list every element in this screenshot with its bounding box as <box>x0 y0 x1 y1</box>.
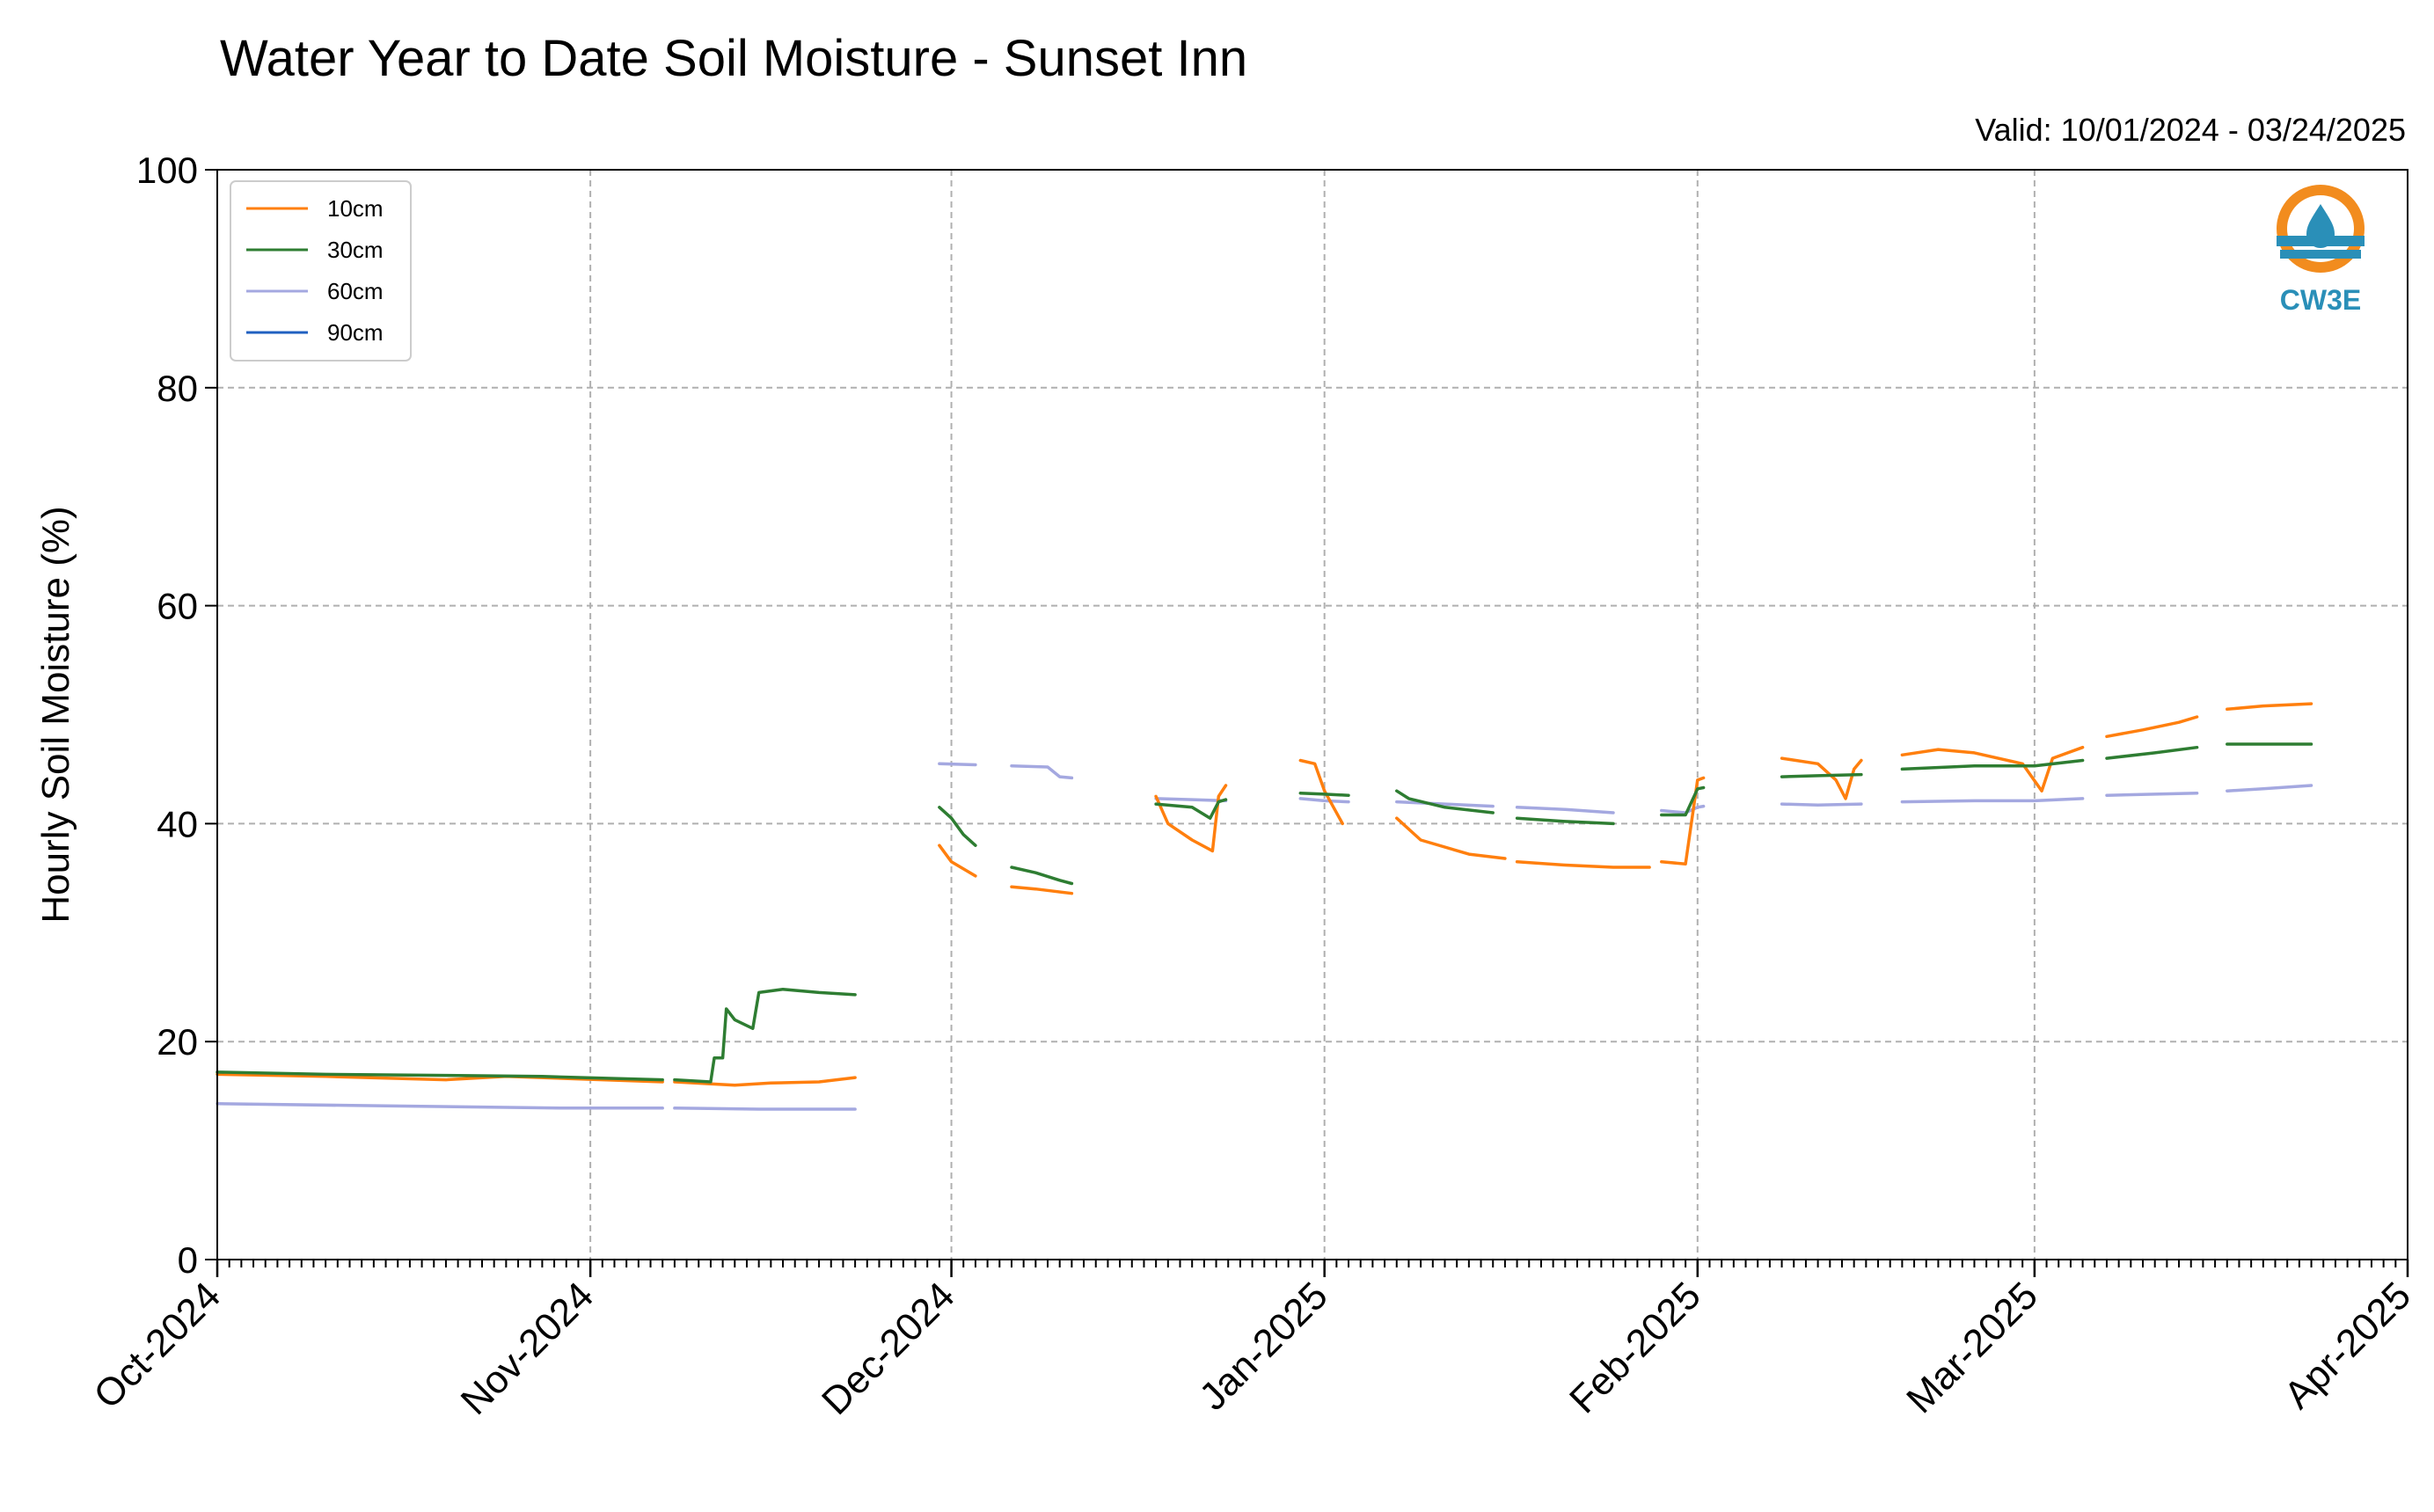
legend-label-30cm: 30cm <box>327 237 384 263</box>
series-10cm-line <box>2226 702 2313 712</box>
y-axis-label: Hourly Soil Moisture (%) <box>34 506 77 923</box>
series-30cm-line <box>938 806 977 847</box>
series-30cm-line <box>1298 791 1350 797</box>
series-10cm-line <box>1900 745 2085 793</box>
series-60cm-line <box>1900 797 2085 804</box>
series-60cm-line <box>1154 797 1228 803</box>
series-10cm-line <box>1515 860 1651 869</box>
series-10cm-line <box>1010 885 1074 895</box>
series-10cm-line <box>1395 816 1507 860</box>
series-30cm-line <box>673 987 857 1084</box>
y-tick-label: 80 <box>157 368 198 409</box>
chart-subtitle: Valid: 10/01/2024 - 03/24/2025 <box>1975 112 2406 148</box>
series-30cm-line <box>1780 772 1863 778</box>
series-30cm-line <box>216 1070 664 1082</box>
x-tick-label: Oct-2024 <box>85 1274 229 1417</box>
series-30cm-line <box>1010 866 1074 886</box>
series-10cm <box>216 702 2313 1087</box>
grid-lines <box>216 169 2408 1260</box>
series-30cm-line <box>2105 745 2199 760</box>
logo-wave-icon <box>2280 250 2361 259</box>
series-60cm <box>216 762 2313 1111</box>
series-30cm-line <box>1395 789 1495 814</box>
series-60cm-line <box>216 1102 664 1110</box>
series-60cm-line <box>1395 800 1495 808</box>
y-tick-label: 60 <box>157 586 198 627</box>
logo-droplet-icon <box>2306 204 2335 248</box>
logo-text: CW3E <box>2280 284 2361 316</box>
series-60cm-line <box>1010 763 1074 780</box>
series-60cm-line <box>673 1107 857 1111</box>
series-30cm-line <box>1154 798 1228 820</box>
x-tick-label: Apr-2025 <box>2276 1274 2419 1417</box>
y-tick-label: 100 <box>136 150 198 191</box>
series-layer <box>216 702 2313 1111</box>
series-10cm-line <box>1154 784 1228 853</box>
series-10cm-line <box>673 1076 857 1087</box>
series-60cm-line <box>1298 797 1350 804</box>
series-60cm-line <box>1780 802 1863 807</box>
series-60cm-line <box>2105 791 2199 797</box>
series-10cm-line <box>2105 715 2199 739</box>
series-60cm-line <box>2226 784 2313 793</box>
legend-label-60cm: 60cm <box>327 278 384 304</box>
legend-label-90cm: 90cm <box>327 319 384 346</box>
plot-frame <box>216 169 2408 1260</box>
chart-title: Water Year to Date Soil Moisture - Sunse… <box>220 30 1247 87</box>
legend: 10cm 30cm 60cm 90cm <box>230 180 412 362</box>
legend-label-10cm: 10cm <box>327 195 384 222</box>
x-tick-label: Dec-2024 <box>814 1274 963 1423</box>
x-tick-label: Jan-2025 <box>1191 1274 1335 1418</box>
y-tick-label: 40 <box>157 803 198 844</box>
series-10cm-line <box>1660 776 1706 866</box>
series-30cm-line <box>1515 816 1615 826</box>
cw3e-logo: CW3E <box>2277 185 2365 316</box>
series-30cm-line <box>1660 785 1706 817</box>
y-tick-label: 20 <box>157 1021 198 1063</box>
series-30cm <box>216 742 2313 1084</box>
legend-box <box>230 180 412 362</box>
series-60cm-line <box>1660 804 1706 814</box>
series-10cm-line <box>938 844 977 878</box>
y-axis: 0 20 40 60 80 100 <box>136 150 217 1281</box>
series-10cm-line <box>1298 758 1344 826</box>
x-axis: Oct-2024 Nov-2024 Dec-2024 Jan-2025 Feb-2025… <box>85 1260 2419 1423</box>
series-30cm-line <box>1900 758 2085 771</box>
y-tick-label: 0 <box>178 1239 198 1281</box>
x-tick-label: Nov-2024 <box>453 1274 603 1423</box>
series-10cm-line <box>1780 756 1863 800</box>
series-60cm-line <box>1515 806 1615 814</box>
x-tick-label: Feb-2025 <box>1561 1274 1709 1421</box>
x-tick-label: Mar-2025 <box>1898 1274 2046 1421</box>
series-60cm-line <box>938 762 977 767</box>
